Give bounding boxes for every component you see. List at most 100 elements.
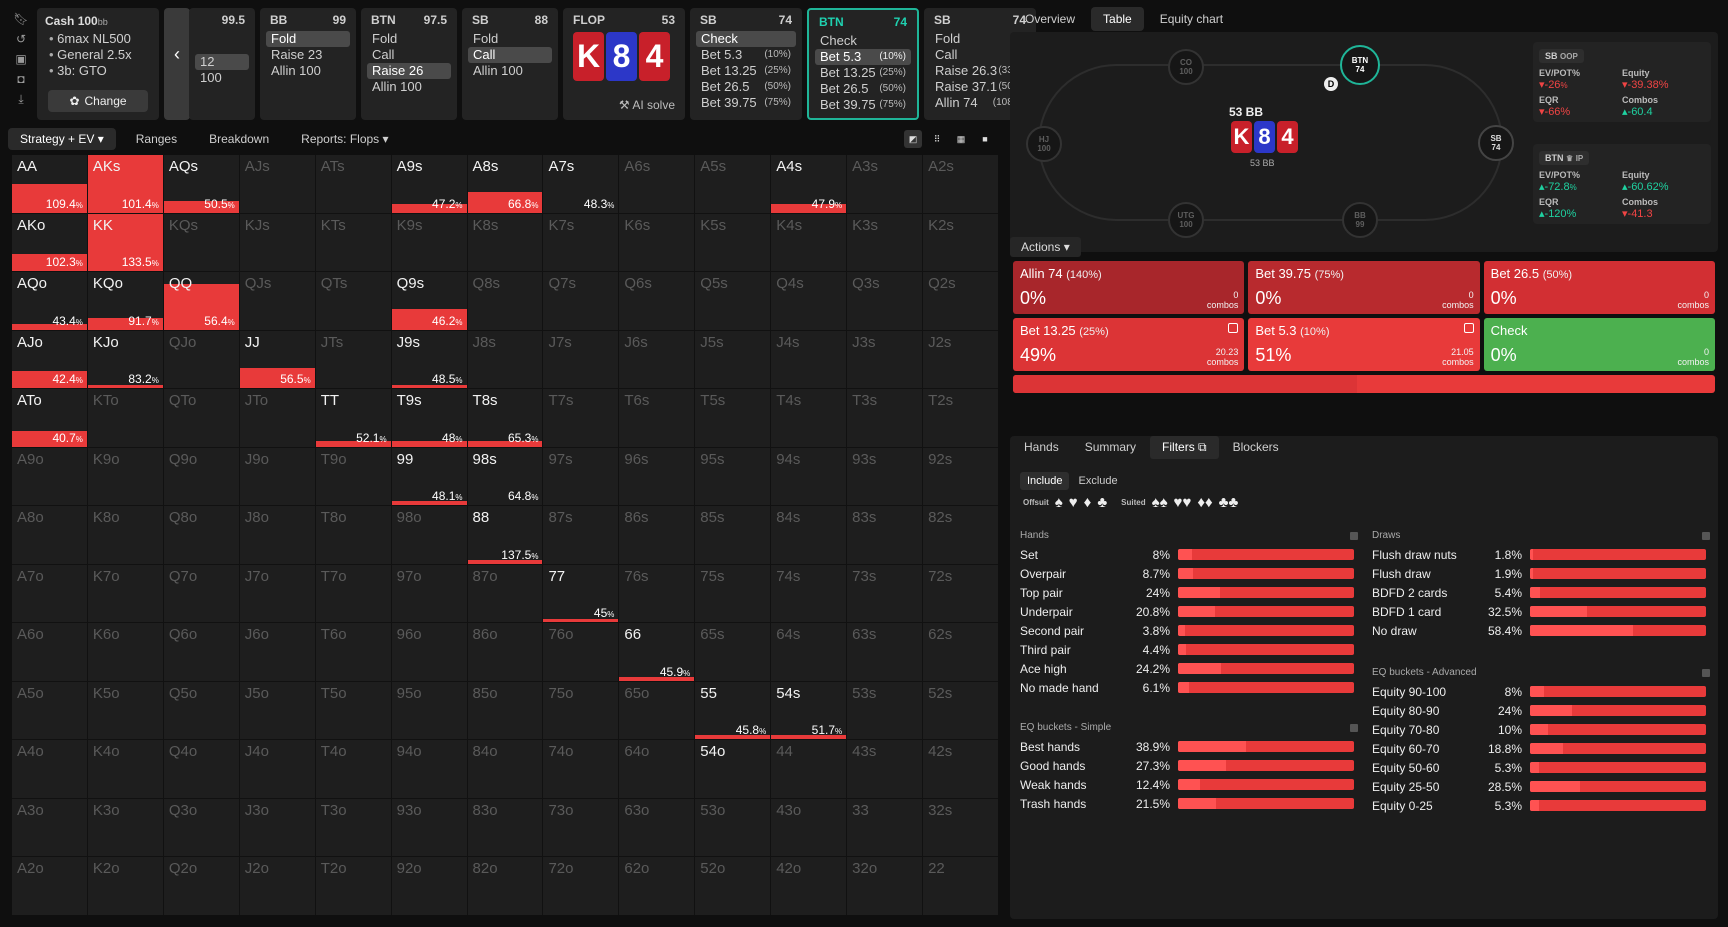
- node-bb[interactable]: BB 99 Fold Raise 23 Allin 100: [260, 8, 356, 120]
- hand-cell-J4s[interactable]: J4s: [771, 330, 847, 389]
- hand-cell-AJs[interactable]: AJs: [239, 155, 315, 213]
- bookmark-icon[interactable]: 🔖︎: [13, 12, 29, 26]
- tab-summary[interactable]: Summary: [1084, 440, 1137, 454]
- hand-cell-J7o[interactable]: J7o: [239, 564, 315, 623]
- hand-cell-64s[interactable]: 64s: [771, 623, 847, 681]
- hand-cell-93s[interactable]: 93s: [847, 447, 923, 506]
- hand-cell-QTs[interactable]: QTs: [315, 272, 391, 330]
- suited-club-icon[interactable]: ♣♣: [1218, 494, 1239, 511]
- hand-cell-Q3s[interactable]: Q3s: [847, 272, 923, 330]
- hand-cell-97o[interactable]: 97o: [391, 564, 467, 623]
- history-icon[interactable]: ↺: [15, 32, 27, 46]
- ai-solve-button[interactable]: ⚒︎ AI solve: [618, 98, 675, 112]
- diamond-icon[interactable]: ♦: [1083, 494, 1092, 511]
- node-action[interactable]: Bet 39.75 (75%): [701, 95, 791, 110]
- collapse-icon[interactable]: [1350, 531, 1358, 540]
- filter-row[interactable]: Ace high 24.2%: [1020, 659, 1358, 678]
- filter-row[interactable]: Equity 70-80 10%: [1372, 720, 1710, 739]
- hand-cell-Q8o[interactable]: Q8o: [163, 506, 239, 564]
- node-action[interactable]: Bet 13.25 (25%): [820, 65, 906, 80]
- hand-cell-KJo[interactable]: KJo 83.2%: [87, 330, 163, 389]
- collapse-icon[interactable]: [1702, 668, 1710, 677]
- filter-row[interactable]: Equity 25-50 28.5%: [1372, 777, 1710, 796]
- hand-cell-AKo[interactable]: AKo 102.3%: [12, 213, 87, 272]
- hand-cell-T5s[interactable]: T5s: [695, 389, 771, 447]
- hand-cell-J6s[interactable]: J6s: [619, 330, 695, 389]
- hand-cell-98s[interactable]: 98s 64.8%: [467, 447, 543, 506]
- club-icon[interactable]: ♣: [1097, 494, 1108, 511]
- back-button[interactable]: ‹: [164, 8, 190, 120]
- hand-cell-J4o[interactable]: J4o: [239, 740, 315, 798]
- node-action[interactable]: Bet 5.3 (10%): [815, 49, 911, 65]
- node-action[interactable]: Allin 100: [372, 79, 422, 94]
- hand-cell-JJ[interactable]: JJ 56.5%: [239, 330, 315, 389]
- node-sb-flop[interactable]: SB 74 Check Bet 5.3 (10%) Bet 13.25 (25%) Bet 2…: [690, 8, 802, 120]
- action-box-bet-39-75[interactable]: Bet 39.75 (75%) 0% 0 combos: [1248, 261, 1480, 314]
- hand-cell-Q4o[interactable]: Q4o: [163, 740, 239, 798]
- hand-cell-A4s[interactable]: A4s 47.9%: [771, 155, 847, 213]
- hand-cell-K6o[interactable]: K6o: [87, 623, 163, 681]
- hand-cell-99[interactable]: 99 48.1%: [391, 447, 467, 506]
- hand-cell-53s[interactable]: 53s: [847, 681, 923, 740]
- hand-cell-95s[interactable]: 95s: [695, 447, 771, 506]
- view-grid-icon[interactable]: ▦: [956, 133, 966, 144]
- hand-cell-53o[interactable]: 53o: [695, 798, 771, 857]
- hand-cell-T9o[interactable]: T9o: [315, 447, 391, 506]
- hand-cell-65s[interactable]: 65s: [695, 623, 771, 681]
- action-box-allin-74[interactable]: Allin 74 (140%) 0% 0 combos: [1013, 261, 1245, 314]
- hand-cell-J2o[interactable]: J2o: [239, 857, 315, 915]
- hand-cell-54o[interactable]: 54o: [695, 740, 771, 798]
- hand-cell-Q5o[interactable]: Q5o: [163, 681, 239, 740]
- node-action[interactable]: Bet 13.25 (25%): [701, 63, 791, 78]
- view-single-icon[interactable]: ■: [982, 134, 988, 144]
- hand-cell-Q4s[interactable]: Q4s: [771, 272, 847, 330]
- filter-row[interactable]: Trash hands 21.5%: [1020, 794, 1358, 813]
- heart-icon[interactable]: ♥: [1068, 494, 1078, 511]
- hand-cell-87s[interactable]: 87s: [543, 506, 619, 564]
- hand-cell-86s[interactable]: 86s: [619, 506, 695, 564]
- hand-cell-K8s[interactable]: K8s: [467, 213, 543, 272]
- hand-cell-42o[interactable]: 42o: [771, 857, 847, 915]
- hand-cell-K4o[interactable]: K4o: [87, 740, 163, 798]
- hand-cell-75s[interactable]: 75s: [695, 564, 771, 623]
- hand-cell-Q3o[interactable]: Q3o: [163, 798, 239, 857]
- hand-cell-63s[interactable]: 63s: [847, 623, 923, 681]
- hand-cell-65o[interactable]: 65o: [619, 681, 695, 740]
- filter-row[interactable]: Equity 60-70 18.8%: [1372, 739, 1710, 758]
- hand-cell-93o[interactable]: 93o: [391, 798, 467, 857]
- node-action[interactable]: Bet 5.3 (10%): [701, 47, 791, 62]
- hand-cell-83o[interactable]: 83o: [467, 798, 543, 857]
- hand-cell-22[interactable]: 22: [923, 857, 998, 915]
- collapse-icon[interactable]: [1350, 723, 1358, 732]
- suited-heart-icon[interactable]: ♥♥: [1173, 494, 1192, 511]
- node-action[interactable]: Bet 39.75 (75%): [820, 97, 906, 112]
- hand-cell-85o[interactable]: 85o: [467, 681, 543, 740]
- hand-cell-K2o[interactable]: K2o: [87, 857, 163, 915]
- hand-cell-J2s[interactable]: J2s: [923, 330, 998, 389]
- action-box-bet-26-5[interactable]: Bet 26.5 (50%) 0% 0 combos: [1483, 261, 1715, 314]
- hand-cell-96s[interactable]: 96s: [619, 447, 695, 506]
- node-action[interactable]: Raise 23: [271, 47, 323, 62]
- hand-cell-ATo[interactable]: ATo 40.7%: [12, 389, 87, 447]
- hand-cell-A9o[interactable]: A9o: [12, 447, 87, 506]
- node-action[interactable]: Raise 26: [367, 63, 451, 79]
- node-action[interactable]: Fold: [473, 31, 499, 46]
- filter-row[interactable]: No draw 58.4%: [1372, 621, 1710, 640]
- hand-cell-A7s[interactable]: A7s 48.3%: [543, 155, 619, 213]
- hand-cell-82s[interactable]: 82s: [923, 506, 998, 564]
- tab-blockers[interactable]: Blockers: [1232, 440, 1279, 454]
- hand-cell-Q5s[interactable]: Q5s: [695, 272, 771, 330]
- node-action[interactable]: Check: [696, 31, 796, 47]
- filter-row[interactable]: Good hands 27.3%: [1020, 756, 1358, 775]
- flop-card[interactable]: FLOP 53 K 8 4 ⚒︎ AI solve: [563, 8, 685, 120]
- hand-cell-76s[interactable]: 76s: [619, 564, 695, 623]
- hand-cell-A6s[interactable]: A6s: [619, 155, 695, 213]
- suited-diamond-icon[interactable]: ♦♦: [1197, 494, 1213, 511]
- hand-cell-77[interactable]: 77 45%: [543, 564, 619, 623]
- filter-row[interactable]: Equity 0-25 5.3%: [1372, 796, 1710, 815]
- hand-cell-A6o[interactable]: A6o: [12, 623, 87, 681]
- hand-cell-A4o[interactable]: A4o: [12, 740, 87, 798]
- hand-cell-94o[interactable]: 94o: [391, 740, 467, 798]
- hand-cell-T4o[interactable]: T4o: [315, 740, 391, 798]
- hand-cell-T6s[interactable]: T6s: [619, 389, 695, 447]
